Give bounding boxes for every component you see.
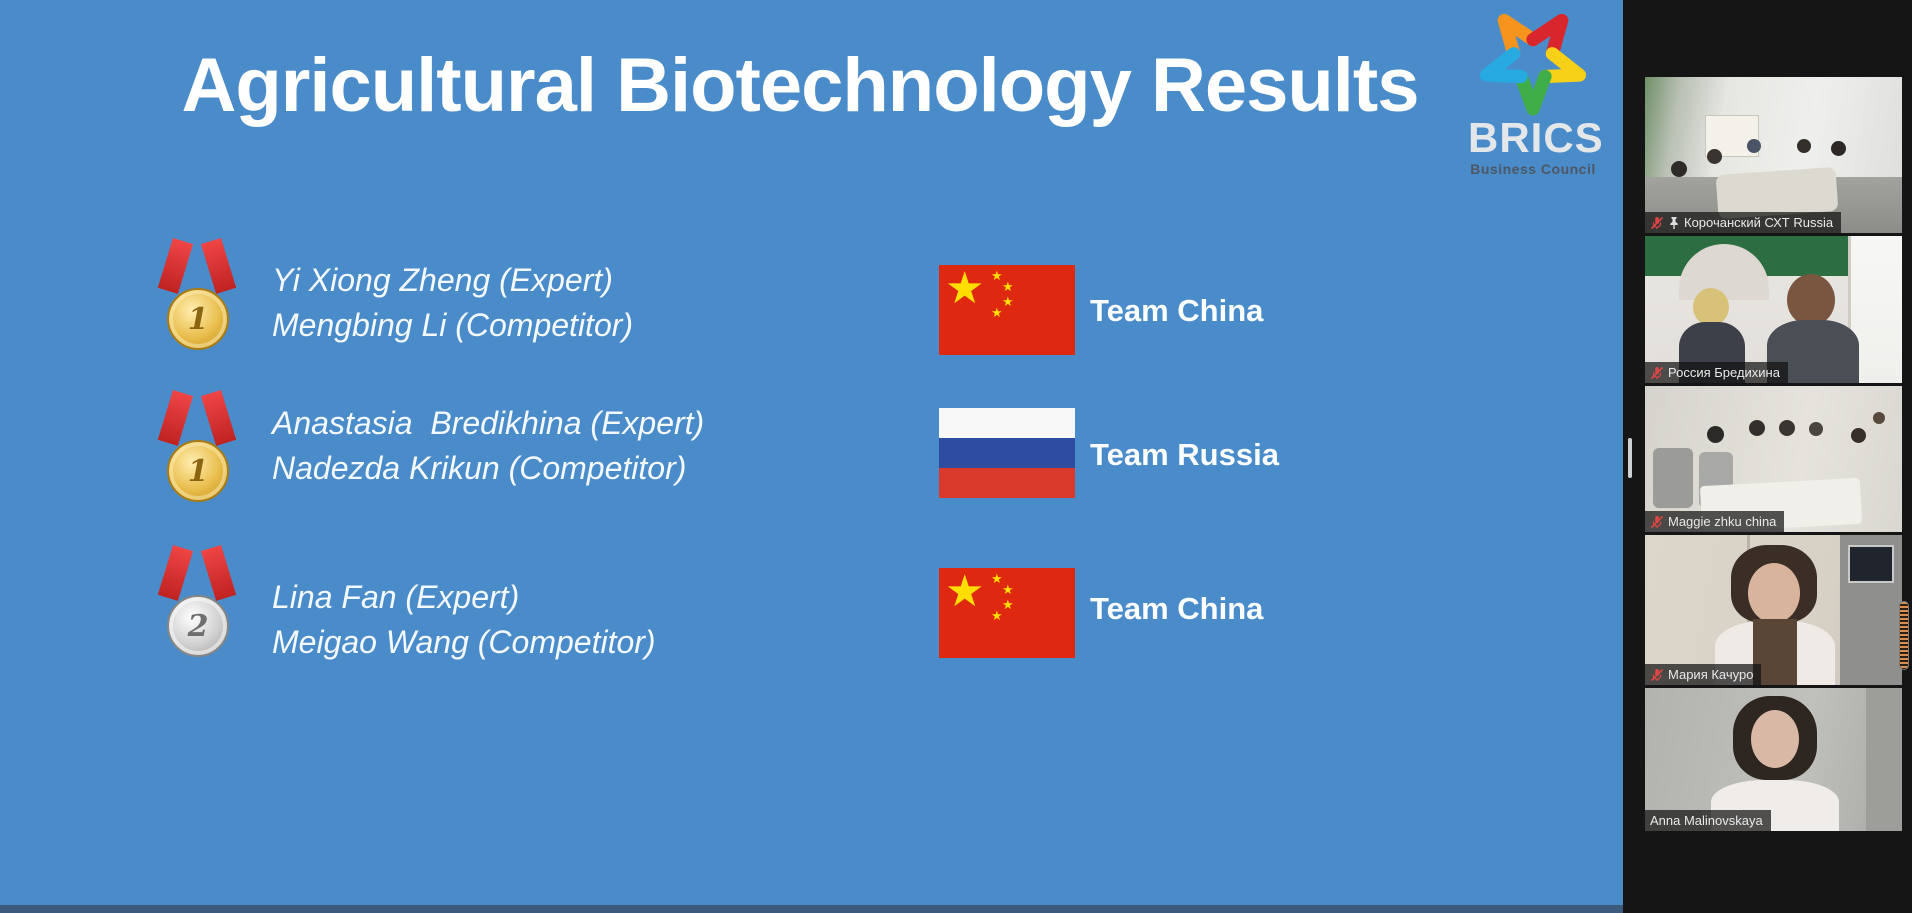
silver-medal-icon: 2	[157, 545, 237, 661]
brics-logo: BRICS Business Council	[1468, 4, 1604, 178]
participant-name: Корочанский СХТ Russia	[1684, 215, 1834, 230]
participants-sidebar: Корочанский СХТ Russia	[1623, 0, 1912, 913]
competitor-name: Meigao Wang (Competitor)	[272, 624, 656, 660]
result-names: Lina Fan (Expert) Meigao Wang (Competito…	[272, 575, 656, 665]
expert-name: Lina Fan (Expert)	[272, 579, 520, 615]
mic-muted-icon	[1650, 366, 1664, 379]
pin-icon	[1670, 216, 1678, 229]
medal-rank: 1	[167, 440, 229, 502]
china-flag-icon: ★ ★ ★ ★ ★	[939, 568, 1075, 658]
gold-medal-icon: 1	[157, 238, 237, 354]
participant-video-2[interactable]: Россия Бредихина	[1645, 236, 1902, 383]
participant-video-4[interactable]: Мария Качуро	[1645, 535, 1902, 685]
participant-label: Anna Malinovskaya	[1645, 810, 1771, 831]
video-feed	[1645, 77, 1902, 233]
competitor-name: Mengbing Li (Competitor)	[272, 307, 634, 343]
participant-video-3[interactable]: Maggie zhku china	[1645, 386, 1902, 532]
sidebar-resize-handle[interactable]	[1628, 438, 1632, 478]
mic-muted-icon	[1650, 668, 1664, 681]
brics-star-icon	[1479, 13, 1587, 116]
participant-label: Maggie zhku china	[1645, 511, 1785, 532]
competitor-name: Nadezda Krikun (Competitor)	[272, 450, 687, 486]
video-feed	[1645, 535, 1902, 685]
sidebar-scrollbar[interactable]	[1899, 601, 1909, 670]
result-names: Yi Xiong Zheng (Expert) Mengbing Li (Com…	[272, 258, 633, 348]
result-names: Anastasia Bredikhina (Expert) Nadezda Kr…	[272, 401, 704, 491]
video-feed	[1645, 236, 1902, 383]
brics-subtitle: Business Council	[1470, 161, 1596, 178]
gold-medal-icon: 1	[157, 390, 237, 506]
participant-name: Anna Malinovskaya	[1650, 813, 1763, 828]
participant-name: Maggie zhku china	[1668, 514, 1777, 529]
participant-name: Россия Бредихина	[1668, 365, 1780, 380]
participant-label: Мария Качуро	[1645, 664, 1762, 685]
participant-video-1[interactable]: Корочанский СХТ Russia	[1645, 77, 1902, 233]
team-label: Team China	[1090, 293, 1264, 328]
video-feed	[1645, 688, 1902, 831]
brics-wordmark: BRICS	[1468, 114, 1604, 161]
team-label: Team Russia	[1090, 437, 1279, 472]
expert-name: Anastasia Bredikhina (Expert)	[272, 405, 705, 441]
slide-title: Agricultural Biotechnology Results	[181, 43, 1419, 128]
medal-rank: 1	[167, 288, 229, 350]
participant-name: Мария Качуро	[1668, 667, 1754, 682]
mic-muted-icon	[1650, 216, 1664, 229]
team-label: Team China	[1090, 591, 1264, 626]
participant-video-5[interactable]: Anna Malinovskaya	[1645, 688, 1902, 831]
participant-label: Корочанский СХТ Russia	[1645, 212, 1842, 233]
mic-muted-icon	[1650, 515, 1664, 528]
window-bottom-edge	[0, 905, 1623, 913]
expert-name: Yi Xiong Zheng (Expert)	[272, 262, 613, 298]
participant-label: Россия Бредихина	[1645, 362, 1788, 383]
medal-rank: 2	[167, 595, 229, 657]
china-flag-icon: ★ ★ ★ ★ ★	[939, 265, 1075, 355]
shared-slide: Agricultural Biotechnology Results BRICS…	[0, 0, 1623, 905]
video-feed	[1645, 386, 1902, 532]
russia-flag-icon	[939, 408, 1075, 498]
